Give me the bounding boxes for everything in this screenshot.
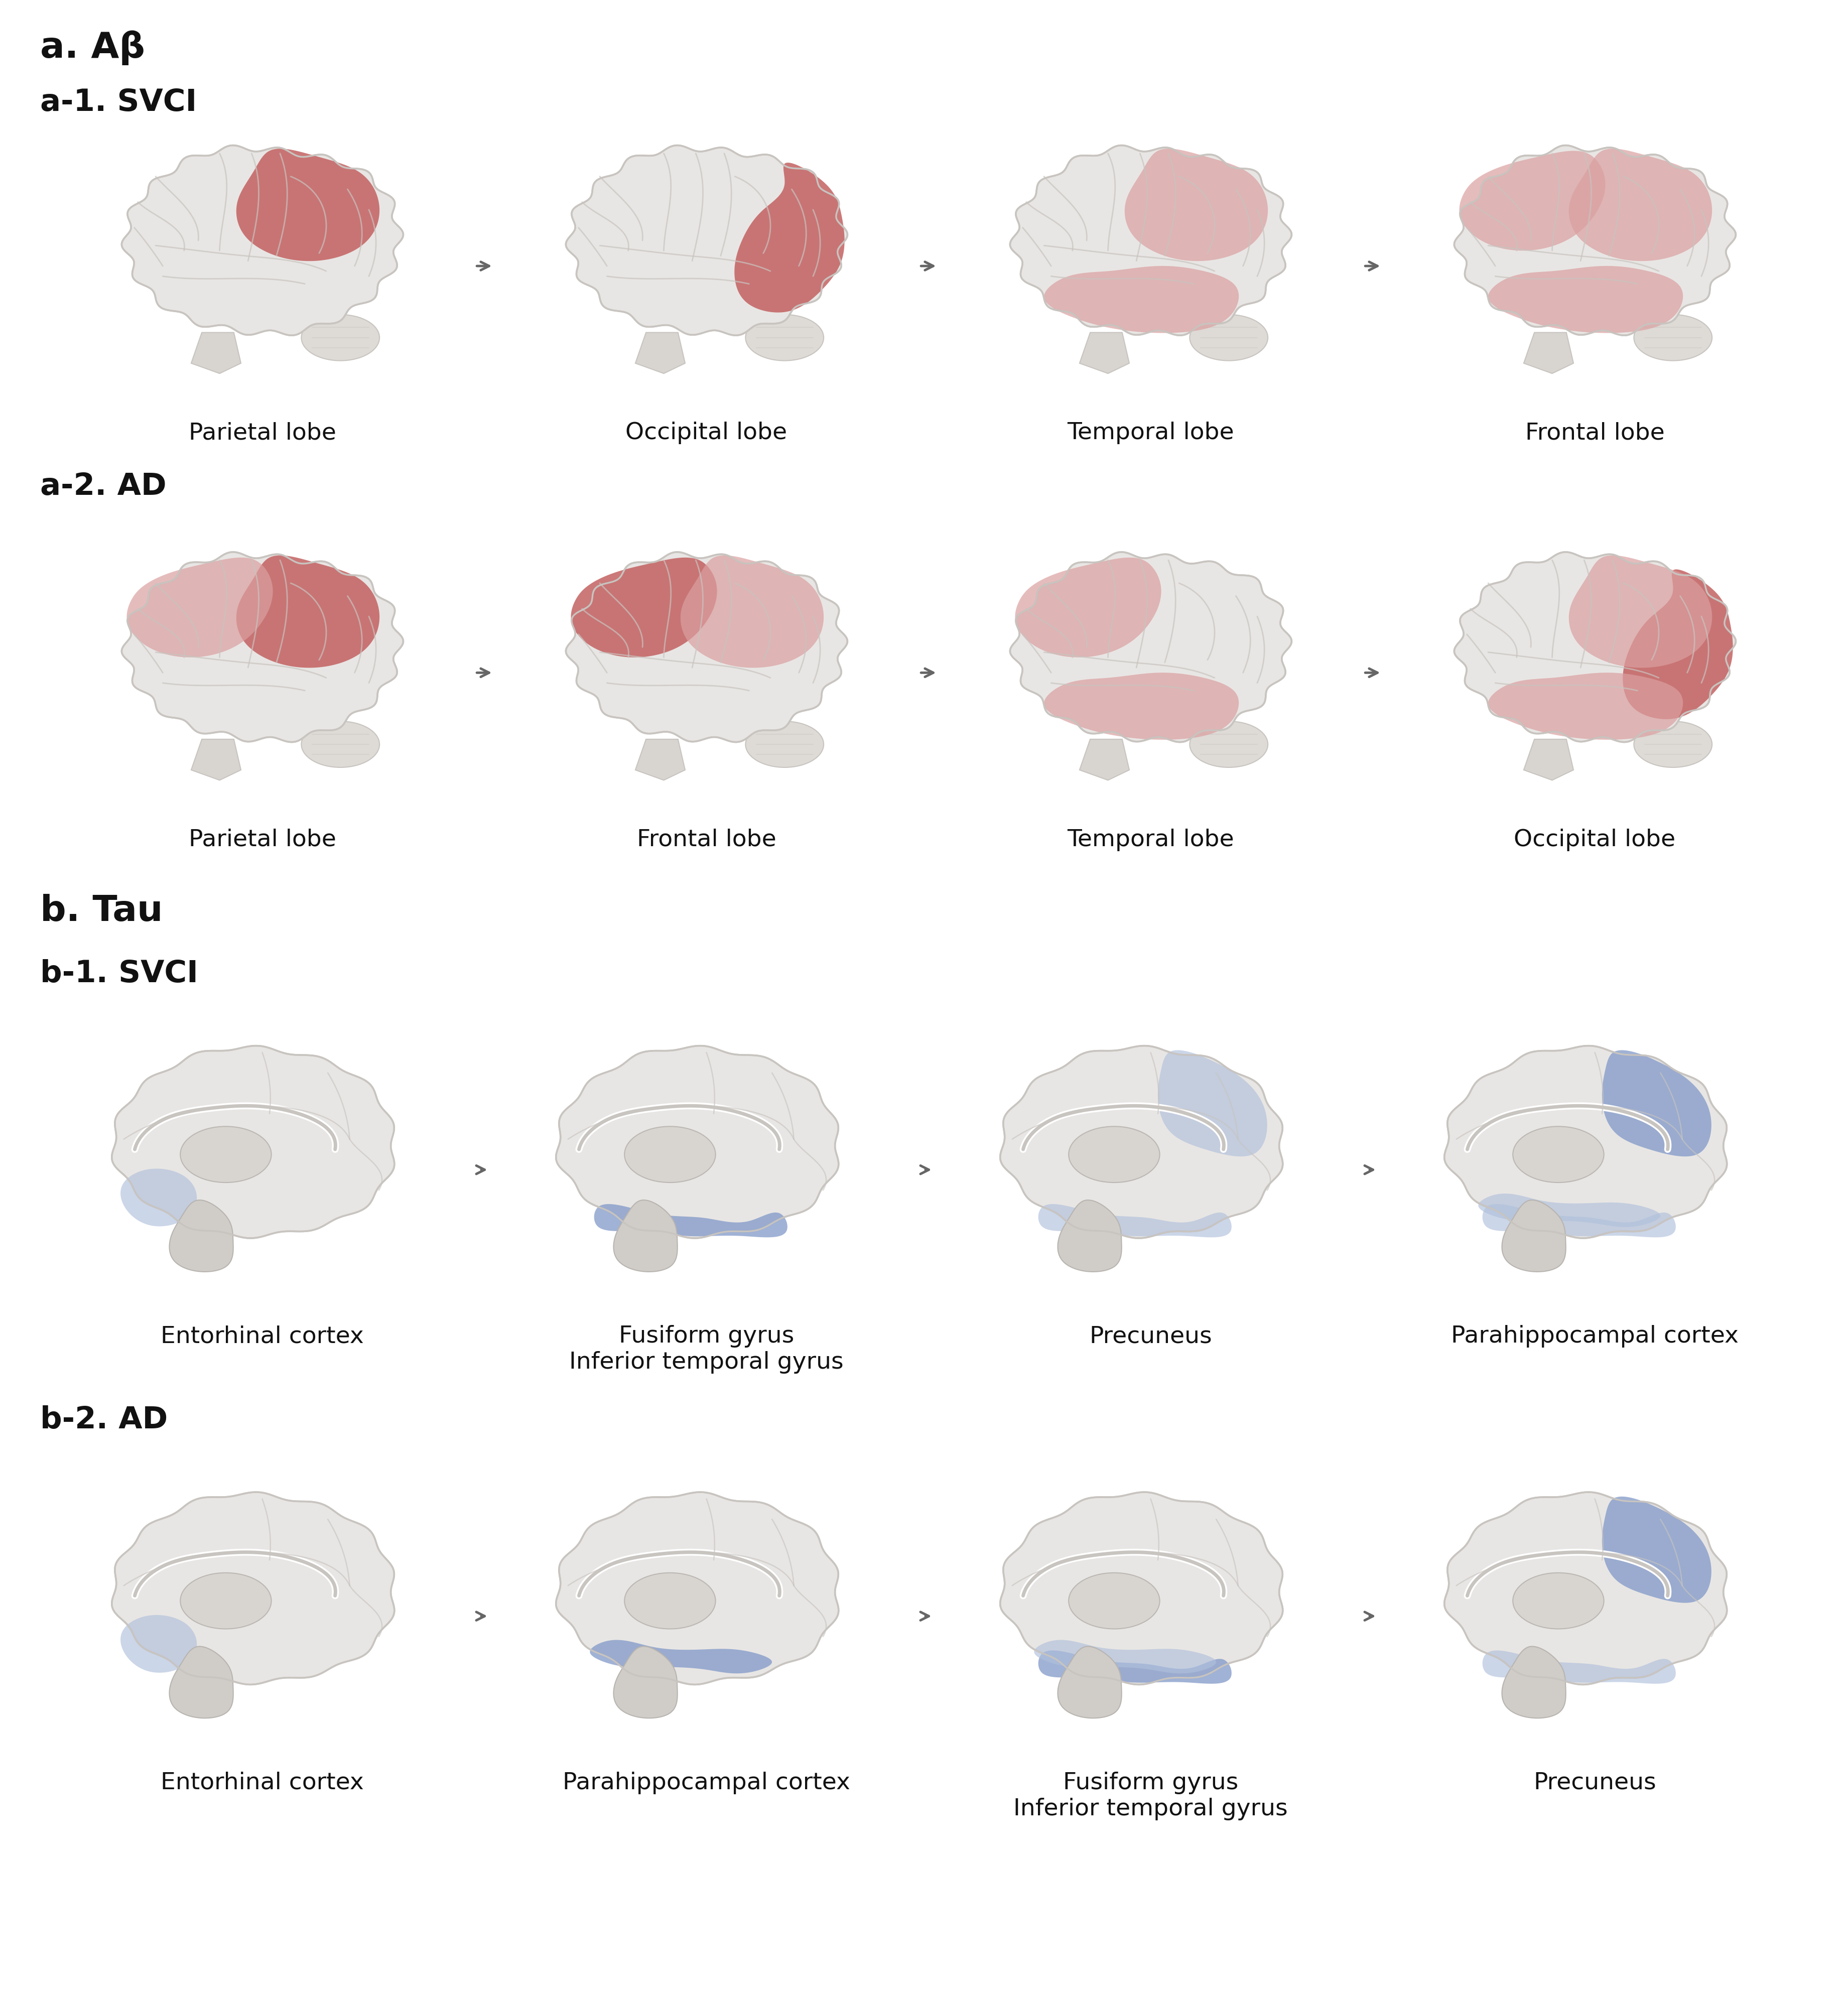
Text: Parahippocampal cortex: Parahippocampal cortex: [1451, 1325, 1739, 1347]
Polygon shape: [1602, 1497, 1711, 1603]
Polygon shape: [128, 557, 274, 657]
Ellipse shape: [181, 1126, 272, 1182]
Polygon shape: [1569, 148, 1711, 261]
Text: Parietal lobe: Parietal lobe: [188, 421, 336, 445]
Polygon shape: [614, 1647, 678, 1719]
Polygon shape: [111, 1493, 394, 1685]
Polygon shape: [1488, 673, 1684, 741]
Text: Frontal lobe: Frontal lobe: [638, 828, 776, 850]
Polygon shape: [734, 162, 845, 313]
Polygon shape: [593, 1204, 787, 1238]
Polygon shape: [1015, 557, 1161, 657]
Polygon shape: [1445, 1493, 1726, 1685]
Text: Frontal lobe: Frontal lobe: [1525, 421, 1665, 445]
Polygon shape: [1488, 265, 1684, 333]
Text: Precuneus: Precuneus: [1534, 1770, 1656, 1794]
Polygon shape: [1502, 1647, 1565, 1719]
Polygon shape: [1079, 739, 1129, 780]
Polygon shape: [190, 333, 240, 373]
Polygon shape: [590, 1641, 772, 1673]
Text: Parietal lobe: Parietal lobe: [188, 828, 336, 850]
Polygon shape: [614, 1200, 678, 1271]
Polygon shape: [1602, 1050, 1711, 1156]
Polygon shape: [120, 1168, 198, 1226]
Polygon shape: [556, 1046, 839, 1238]
Polygon shape: [122, 553, 403, 743]
Polygon shape: [1478, 1194, 1660, 1228]
Ellipse shape: [745, 315, 824, 361]
Polygon shape: [636, 739, 686, 780]
Polygon shape: [237, 148, 379, 261]
Ellipse shape: [1634, 315, 1711, 361]
Polygon shape: [1482, 1204, 1676, 1238]
Polygon shape: [680, 555, 824, 669]
Polygon shape: [1011, 553, 1292, 743]
Text: a-2. AD: a-2. AD: [41, 471, 166, 501]
Text: Temporal lobe: Temporal lobe: [1066, 421, 1234, 445]
Polygon shape: [1525, 739, 1573, 780]
Polygon shape: [1159, 1050, 1268, 1156]
Polygon shape: [1057, 1647, 1122, 1719]
Text: Precuneus: Precuneus: [1088, 1325, 1212, 1347]
Polygon shape: [1044, 673, 1238, 741]
Text: Temporal lobe: Temporal lobe: [1066, 828, 1234, 850]
Polygon shape: [190, 739, 240, 780]
Polygon shape: [565, 553, 848, 743]
Ellipse shape: [301, 315, 379, 361]
Polygon shape: [571, 557, 717, 657]
Ellipse shape: [1068, 1126, 1161, 1182]
Ellipse shape: [625, 1573, 715, 1629]
Polygon shape: [237, 555, 379, 669]
Polygon shape: [1039, 1204, 1231, 1238]
Text: Occipital lobe: Occipital lobe: [1514, 828, 1676, 850]
Polygon shape: [1502, 1200, 1565, 1271]
Text: a-1. SVCI: a-1. SVCI: [41, 88, 198, 118]
Polygon shape: [170, 1200, 233, 1271]
Ellipse shape: [181, 1573, 272, 1629]
Ellipse shape: [1514, 1126, 1604, 1182]
Text: Occipital lobe: Occipital lobe: [626, 421, 787, 445]
Text: b. Tau: b. Tau: [41, 894, 163, 928]
Text: Entorhinal cortex: Entorhinal cortex: [161, 1325, 364, 1347]
Polygon shape: [1011, 146, 1292, 335]
Polygon shape: [1623, 569, 1733, 719]
Polygon shape: [1000, 1493, 1283, 1685]
Polygon shape: [170, 1647, 233, 1719]
Polygon shape: [1525, 333, 1573, 373]
Polygon shape: [122, 146, 403, 335]
Polygon shape: [1035, 1641, 1216, 1673]
Polygon shape: [1057, 1200, 1122, 1271]
Ellipse shape: [625, 1126, 715, 1182]
Ellipse shape: [745, 721, 824, 766]
Text: Fusiform gyrus
Inferior temporal gyrus: Fusiform gyrus Inferior temporal gyrus: [1013, 1770, 1288, 1820]
Polygon shape: [1454, 146, 1735, 335]
Text: b-1. SVCI: b-1. SVCI: [41, 958, 198, 988]
Text: Parahippocampal cortex: Parahippocampal cortex: [562, 1770, 850, 1794]
Polygon shape: [1039, 1651, 1231, 1685]
Text: a. Aβ: a. Aβ: [41, 30, 144, 66]
Ellipse shape: [301, 721, 379, 766]
Polygon shape: [111, 1046, 394, 1238]
Polygon shape: [1445, 1046, 1726, 1238]
Polygon shape: [1482, 1651, 1676, 1685]
Ellipse shape: [1190, 721, 1268, 766]
Text: Entorhinal cortex: Entorhinal cortex: [161, 1770, 364, 1794]
Polygon shape: [1125, 148, 1268, 261]
Polygon shape: [1079, 333, 1129, 373]
Polygon shape: [1460, 152, 1606, 251]
Polygon shape: [1454, 553, 1735, 743]
Polygon shape: [1044, 265, 1238, 333]
Ellipse shape: [1514, 1573, 1604, 1629]
Text: Fusiform gyrus
Inferior temporal gyrus: Fusiform gyrus Inferior temporal gyrus: [569, 1325, 843, 1373]
Polygon shape: [1569, 555, 1711, 669]
Polygon shape: [565, 146, 848, 335]
Text: b-2. AD: b-2. AD: [41, 1405, 168, 1435]
Ellipse shape: [1634, 721, 1711, 766]
Polygon shape: [556, 1493, 839, 1685]
Polygon shape: [120, 1615, 198, 1673]
Ellipse shape: [1190, 315, 1268, 361]
Polygon shape: [1000, 1046, 1283, 1238]
Polygon shape: [636, 333, 686, 373]
Ellipse shape: [1068, 1573, 1161, 1629]
